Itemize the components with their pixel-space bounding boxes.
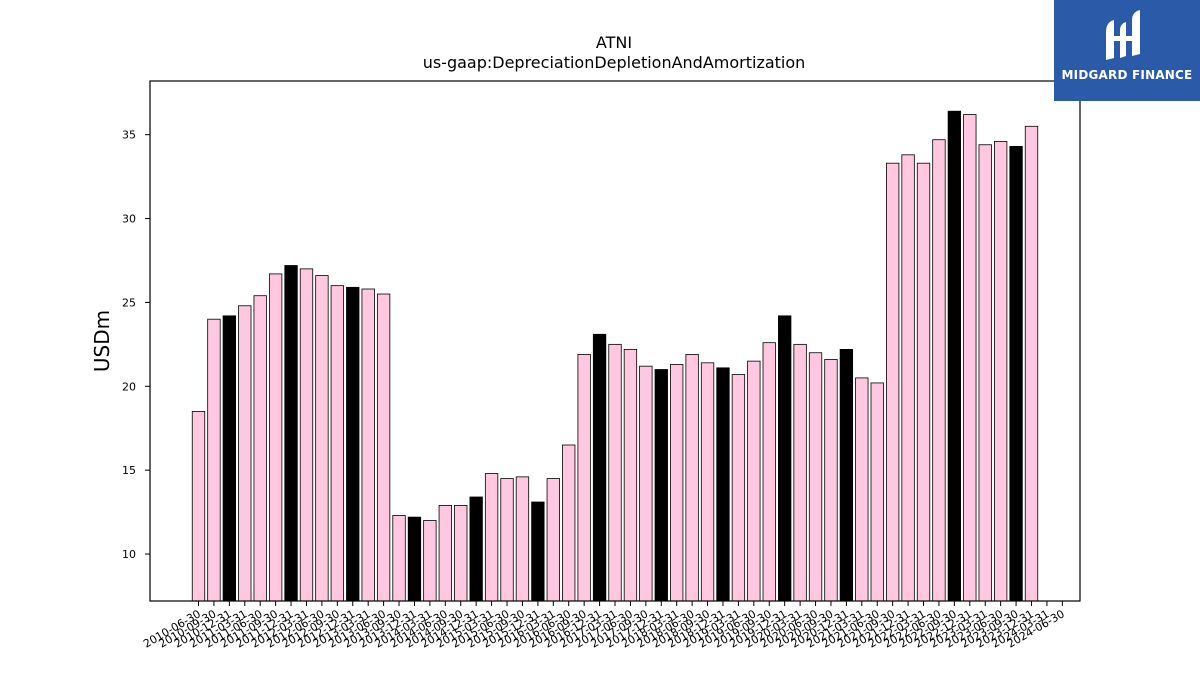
plot-area: 1015202530352010-06-302010-09-302010-12-… [122,80,1081,651]
bar-2019-06-30 [747,360,761,602]
y-tick-label-35: 35 [122,129,136,142]
bar-2018-09-30 [700,362,715,602]
bar-2020-03-31 [793,343,807,602]
bar-2013-03-31 [361,288,375,602]
bar-2015-09-30 [515,476,530,602]
bar-2010-06-30 [191,411,206,602]
bar-2012-06-30 [315,275,329,602]
y-axis-label: USDm [90,310,114,372]
midgard-finance-logo: MIDGARD FINANCE [1054,0,1200,101]
bar-2019-09-30 [762,342,776,602]
bar-2019-03-31 [731,374,746,602]
bar-2022-03-31 [916,162,931,602]
bar-2013-06-30 [376,293,391,602]
bar-2015-06-30 [500,478,514,602]
logo-text: MIDGARD FINANCE [1061,68,1193,82]
bar-2016-06-30 [562,444,576,602]
bar-2018-03-31 [670,364,684,602]
bar-2011-03-31 [238,305,252,602]
bar-2020-12-31 [839,348,854,602]
bar-2017-03-31 [608,343,622,602]
bar-2012-09-30 [330,285,344,602]
bar-2021-03-31 [855,377,869,602]
bar-2010-09-30 [207,318,221,602]
y-tick-label-10: 10 [122,548,136,561]
bar-2022-09-30 [947,110,962,602]
bar-2010-12-31 [222,315,237,602]
bar-2022-12-31 [963,114,977,602]
bar-2017-12-31 [654,369,668,602]
bar-2014-12-31 [469,496,483,602]
y-tick-label-30: 30 [122,213,136,226]
bar-2015-03-31 [484,473,499,602]
chart-title: ATNI [596,33,632,52]
bar-2021-12-31 [901,154,915,602]
y-tick-label-20: 20 [122,380,136,393]
y-tick-label-25: 25 [122,296,136,309]
bar-2016-09-30 [577,354,591,602]
bar-2017-09-30 [639,365,653,602]
bar-2011-09-30 [268,273,283,602]
bar-2013-09-30 [392,515,406,602]
bar-2015-12-31 [531,501,545,602]
bar-2018-12-31 [716,367,730,602]
y-tick-label-15: 15 [122,464,136,477]
bar-2022-06-30 [932,139,946,602]
bar-2016-03-31 [546,478,560,602]
bar-2011-12-31 [284,265,298,602]
bar-2013-12-31 [407,516,422,602]
bar-2014-06-30 [438,504,452,602]
logo-mark-icon [1106,10,1140,60]
bar-2023-06-30 [994,140,1008,602]
bar-2018-06-30 [685,354,699,602]
bar-2023-09-30 [1009,146,1023,602]
bar-2012-12-31 [346,286,360,602]
bar-2023-03-31 [978,144,992,602]
bar-2011-06-30 [253,295,267,602]
bar-2019-12-31 [778,315,792,602]
chart-subtitle: us-gaap:DepreciationDepletionAndAmortiza… [423,53,806,72]
bar-2014-03-31 [423,520,437,602]
bar-2020-06-30 [808,352,823,602]
bar-2014-09-30 [454,504,468,602]
bar-2023-12-31 [1024,125,1039,602]
bar-2020-09-30 [824,359,838,602]
bar-2012-03-31 [299,268,314,602]
bar-2021-09-30 [886,162,900,602]
bar-2021-06-30 [870,382,884,602]
bar-2017-06-30 [623,348,638,602]
bar-2016-12-31 [592,333,607,602]
